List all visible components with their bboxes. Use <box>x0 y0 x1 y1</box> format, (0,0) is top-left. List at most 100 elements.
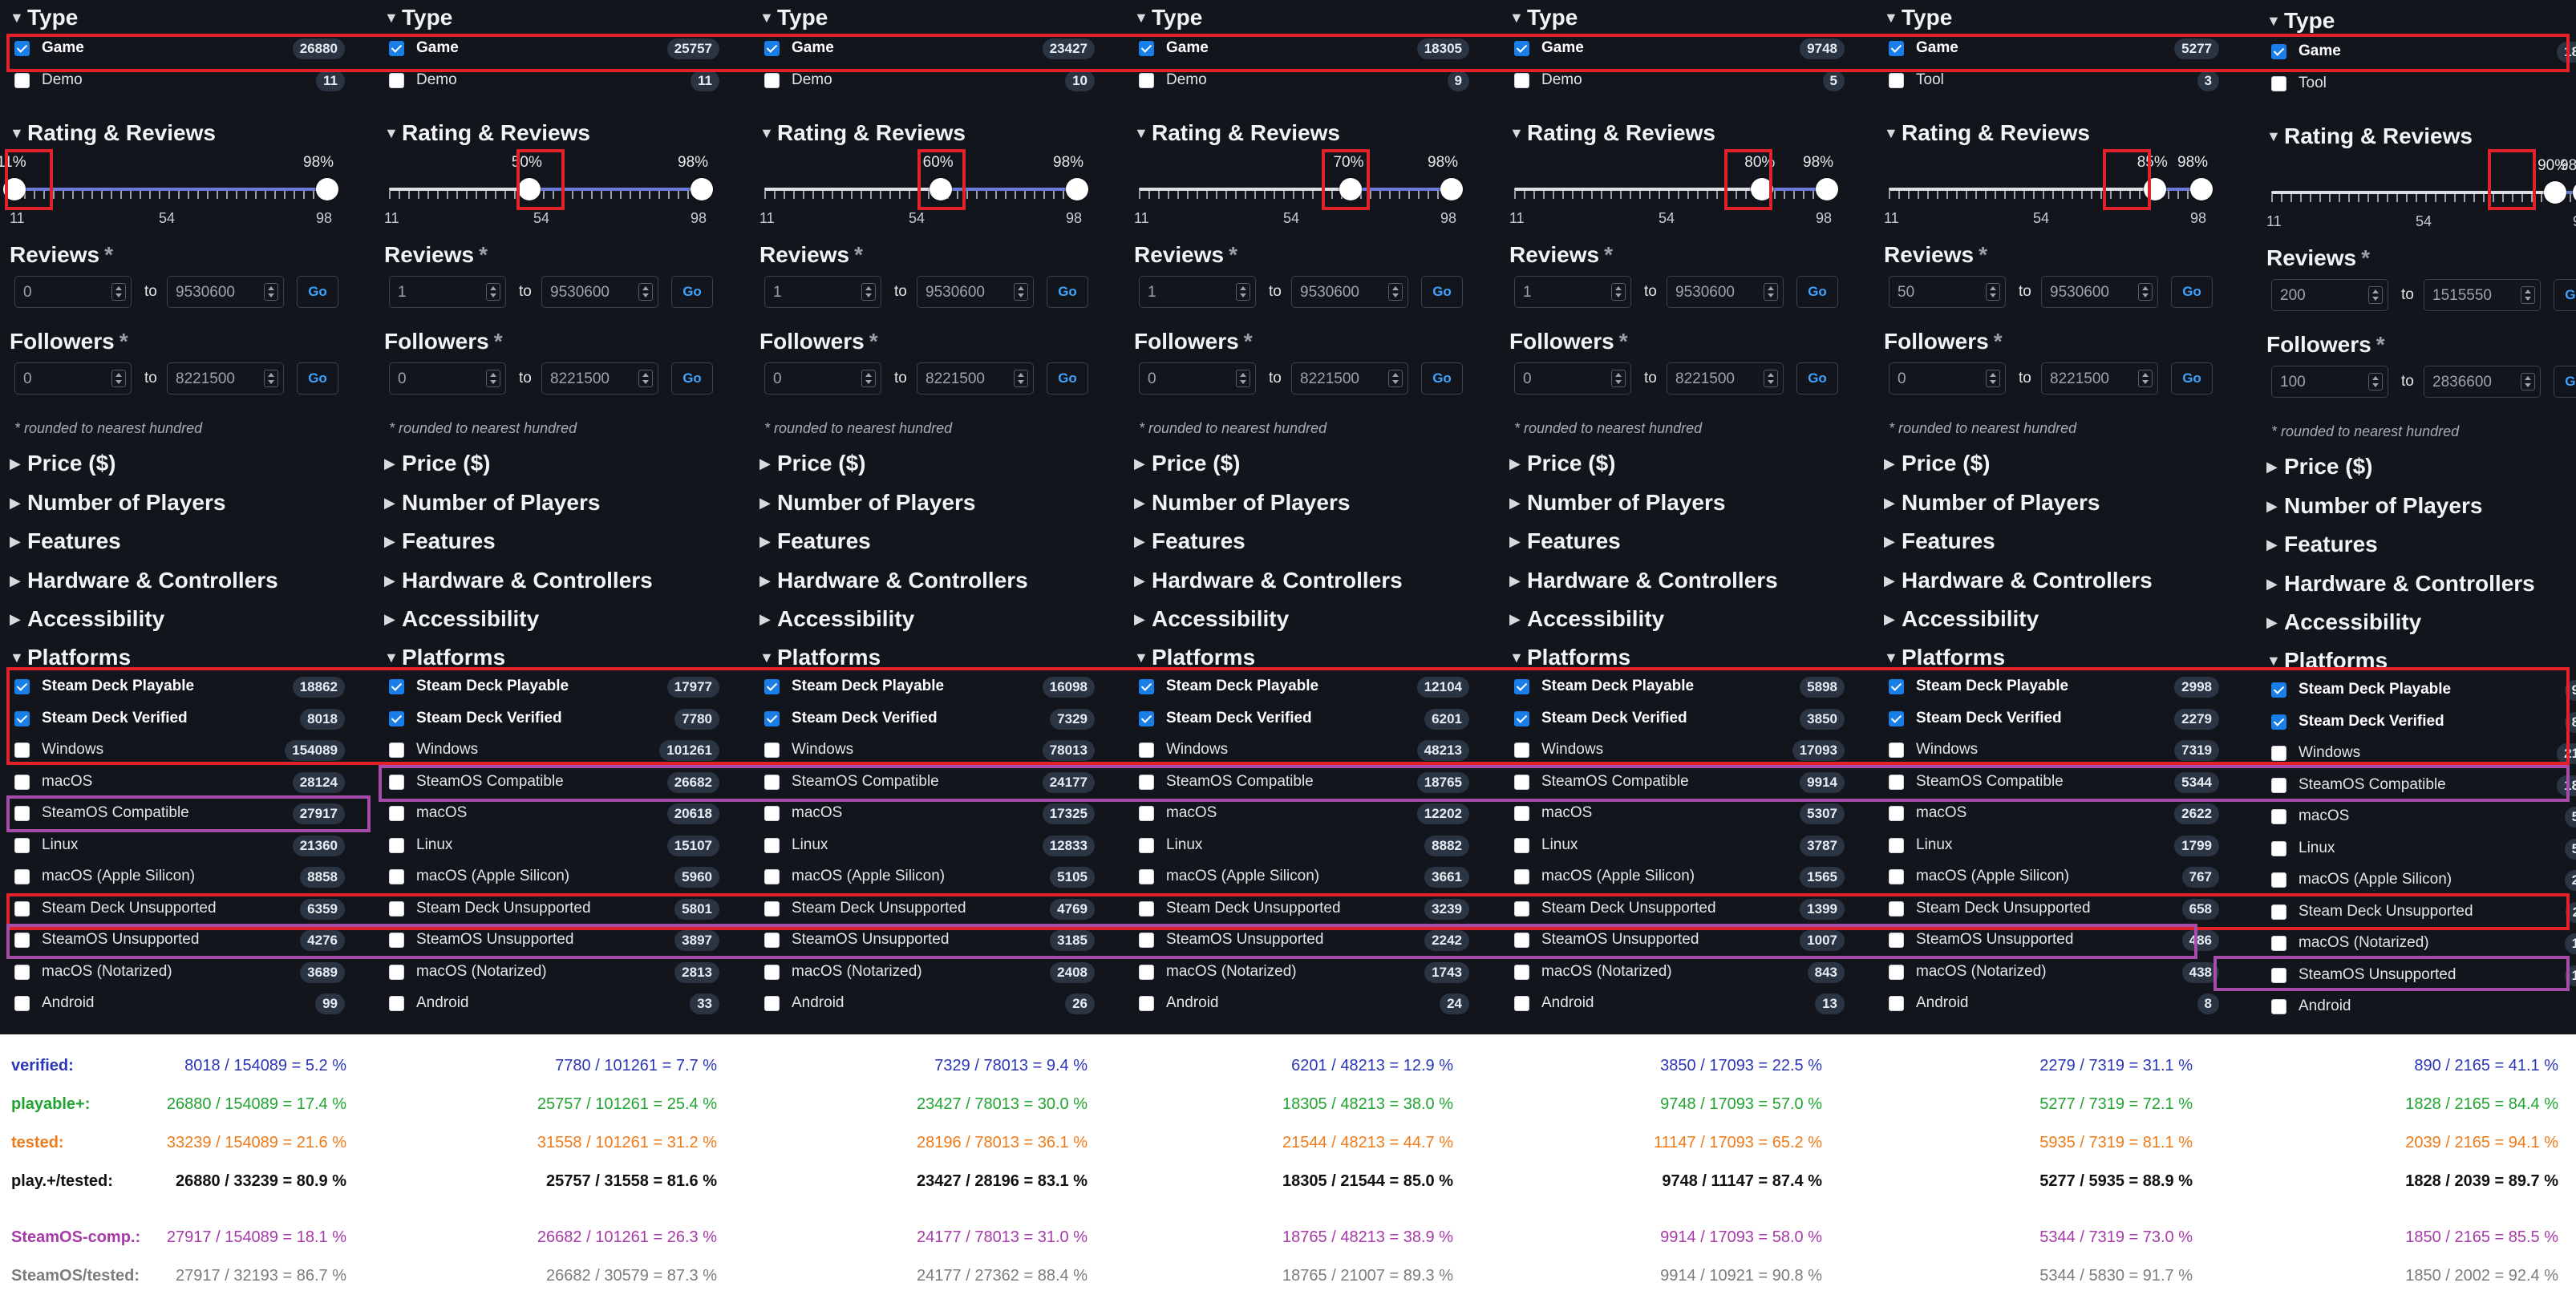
platform-filter-row[interactable]: Windows 78013 <box>759 739 1095 763</box>
collapsed-section-header[interactable]: ▶ Hardware & Controllers <box>2266 571 2535 597</box>
platform-filter-row[interactable]: Steam Deck Verified 7329 <box>759 707 1095 731</box>
checkbox[interactable] <box>1139 774 1154 790</box>
rating-section-header[interactable]: ▼ Rating & Reviews <box>1134 120 1340 146</box>
checkbox[interactable] <box>1514 900 1529 917</box>
checkbox[interactable] <box>1889 806 1904 821</box>
checkbox[interactable] <box>1139 933 1154 948</box>
platform-filter-row[interactable]: Steam Deck Unsupported 211 <box>2266 900 2576 925</box>
platform-filter-row[interactable]: SteamOS Unsupported 4276 <box>10 929 345 953</box>
checkbox[interactable] <box>389 73 404 88</box>
checkbox[interactable] <box>764 837 780 853</box>
checkbox[interactable] <box>389 710 404 726</box>
stepper-icon[interactable] <box>111 283 126 301</box>
platform-filter-row[interactable]: SteamOS Unsupported 152 <box>2266 964 2576 988</box>
platforms-section-header[interactable]: ▼ Platforms <box>384 645 505 670</box>
collapsed-section-header[interactable]: ▶ Number of Players <box>1884 490 2100 516</box>
checkbox[interactable] <box>389 964 404 980</box>
checkbox[interactable] <box>2271 746 2286 761</box>
checkbox[interactable] <box>2271 809 2286 824</box>
rating-section-header[interactable]: ▼ Rating & Reviews <box>1509 120 1715 146</box>
type-section-header[interactable]: ▼ Type <box>1509 5 1578 30</box>
rating-max-handle[interactable] <box>2190 178 2213 200</box>
platform-filter-row[interactable]: macOS 582 <box>2266 805 2576 829</box>
checkbox[interactable] <box>1889 964 1904 980</box>
checkbox[interactable] <box>1889 73 1904 88</box>
platform-filter-row[interactable]: macOS (Notarized) 1743 <box>1134 961 1469 985</box>
stepper-icon[interactable] <box>2368 373 2383 391</box>
platform-filter-row[interactable]: Steam Deck Verified 890 <box>2266 710 2576 734</box>
platform-filter-row[interactable]: SteamOS Compatible 18765 <box>1134 771 1469 795</box>
checkbox[interactable] <box>2271 840 2286 856</box>
collapsed-section-header[interactable]: ▶ Accessibility <box>384 606 539 632</box>
platforms-section-header[interactable]: ▼ Platforms <box>2266 648 2388 674</box>
collapsed-section-header[interactable]: ▶ Features <box>10 528 121 554</box>
platforms-section-header[interactable]: ▼ Platforms <box>10 645 131 670</box>
platform-filter-row[interactable]: Linux 582 <box>2266 837 2576 861</box>
platform-filter-row[interactable]: macOS (Notarized) 178 <box>2266 932 2576 956</box>
checkbox[interactable] <box>1889 837 1904 853</box>
platform-filter-row[interactable]: Steam Deck Verified 6201 <box>1134 707 1469 731</box>
platform-filter-row[interactable]: Windows 17093 <box>1509 739 1845 763</box>
platform-filter-row[interactable]: SteamOS Compatible 26682 <box>384 771 719 795</box>
checkbox[interactable] <box>1514 869 1529 884</box>
stepper-icon[interactable] <box>1236 370 1250 387</box>
checkbox[interactable] <box>389 837 404 853</box>
stepper-icon[interactable] <box>486 283 500 301</box>
checkbox[interactable] <box>14 743 30 758</box>
platform-filter-row[interactable]: Linux 15107 <box>384 834 719 858</box>
stepper-icon[interactable] <box>1764 370 1778 387</box>
followers-max-input[interactable]: 8221500 <box>167 362 284 395</box>
reviews-min-input[interactable]: 1 <box>389 276 506 308</box>
checkbox[interactable] <box>1139 41 1154 56</box>
type-filter-row[interactable]: Demo 11 <box>384 69 719 93</box>
platform-filter-row[interactable]: Linux 21360 <box>10 834 345 858</box>
checkbox[interactable] <box>389 774 404 790</box>
platform-filter-row[interactable]: Steam Deck Unsupported 6359 <box>10 897 345 921</box>
reviews-max-input[interactable]: 9530600 <box>1667 276 1784 308</box>
collapsed-section-header[interactable]: ▶ Price ($) <box>10 451 116 476</box>
platform-filter-row[interactable]: SteamOS Unsupported 1007 <box>1509 929 1845 953</box>
platform-filter-row[interactable]: Steam Deck Verified 8018 <box>10 707 345 731</box>
checkbox[interactable] <box>1889 933 1904 948</box>
checkbox[interactable] <box>1139 900 1154 917</box>
checkbox[interactable] <box>1514 774 1529 790</box>
checkbox[interactable] <box>14 996 30 1011</box>
type-filter-row[interactable]: Game 9748 <box>1509 37 1845 61</box>
stepper-icon[interactable] <box>264 370 278 387</box>
followers-go-button[interactable]: Go <box>2554 366 2576 398</box>
checkbox[interactable] <box>2271 76 2286 91</box>
platform-filter-row[interactable]: Android 33 <box>384 992 719 1016</box>
checkbox[interactable] <box>1889 710 1904 726</box>
platform-filter-row[interactable]: SteamOS Compatible 27917 <box>10 802 345 826</box>
followers-min-input[interactable]: 0 <box>1889 362 2006 395</box>
platform-filter-row[interactable]: macOS (Apple Silicon) 252 <box>2266 868 2576 892</box>
stepper-icon[interactable] <box>638 283 653 301</box>
checkbox[interactable] <box>14 73 30 88</box>
platform-filter-row[interactable]: macOS 17325 <box>759 802 1095 826</box>
checkbox[interactable] <box>1514 996 1529 1011</box>
reviews-go-button[interactable]: Go <box>2171 276 2213 308</box>
stepper-icon[interactable] <box>1611 283 1626 301</box>
stepper-icon[interactable] <box>2138 283 2153 301</box>
type-filter-row[interactable]: Game 18305 <box>1134 37 1469 61</box>
checkbox[interactable] <box>1139 73 1154 88</box>
platform-filter-row[interactable]: Windows 101261 <box>384 739 719 763</box>
collapsed-section-header[interactable]: ▶ Hardware & Controllers <box>759 568 1028 593</box>
type-filter-row[interactable]: Game 5277 <box>1884 37 2219 61</box>
checkbox[interactable] <box>764 743 780 758</box>
checkbox[interactable] <box>2271 682 2286 698</box>
collapsed-section-header[interactable]: ▶ Features <box>1509 528 1621 554</box>
followers-min-input[interactable]: 100 <box>2271 366 2388 398</box>
checkbox[interactable] <box>1514 837 1529 853</box>
collapsed-section-header[interactable]: ▶ Accessibility <box>1884 606 2039 632</box>
platform-filter-row[interactable]: macOS 20618 <box>384 802 719 826</box>
rating-max-handle[interactable] <box>316 178 338 200</box>
checkbox[interactable] <box>764 73 780 88</box>
type-section-header[interactable]: ▼ Type <box>384 5 452 30</box>
reviews-max-input[interactable]: 9530600 <box>917 276 1034 308</box>
reviews-go-button[interactable]: Go <box>1047 276 1088 308</box>
checkbox[interactable] <box>14 774 30 790</box>
collapsed-section-header[interactable]: ▶ Features <box>384 528 496 554</box>
platform-filter-row[interactable]: Windows 48213 <box>1134 739 1469 763</box>
platform-filter-row[interactable]: Steam Deck Playable 16098 <box>759 675 1095 699</box>
